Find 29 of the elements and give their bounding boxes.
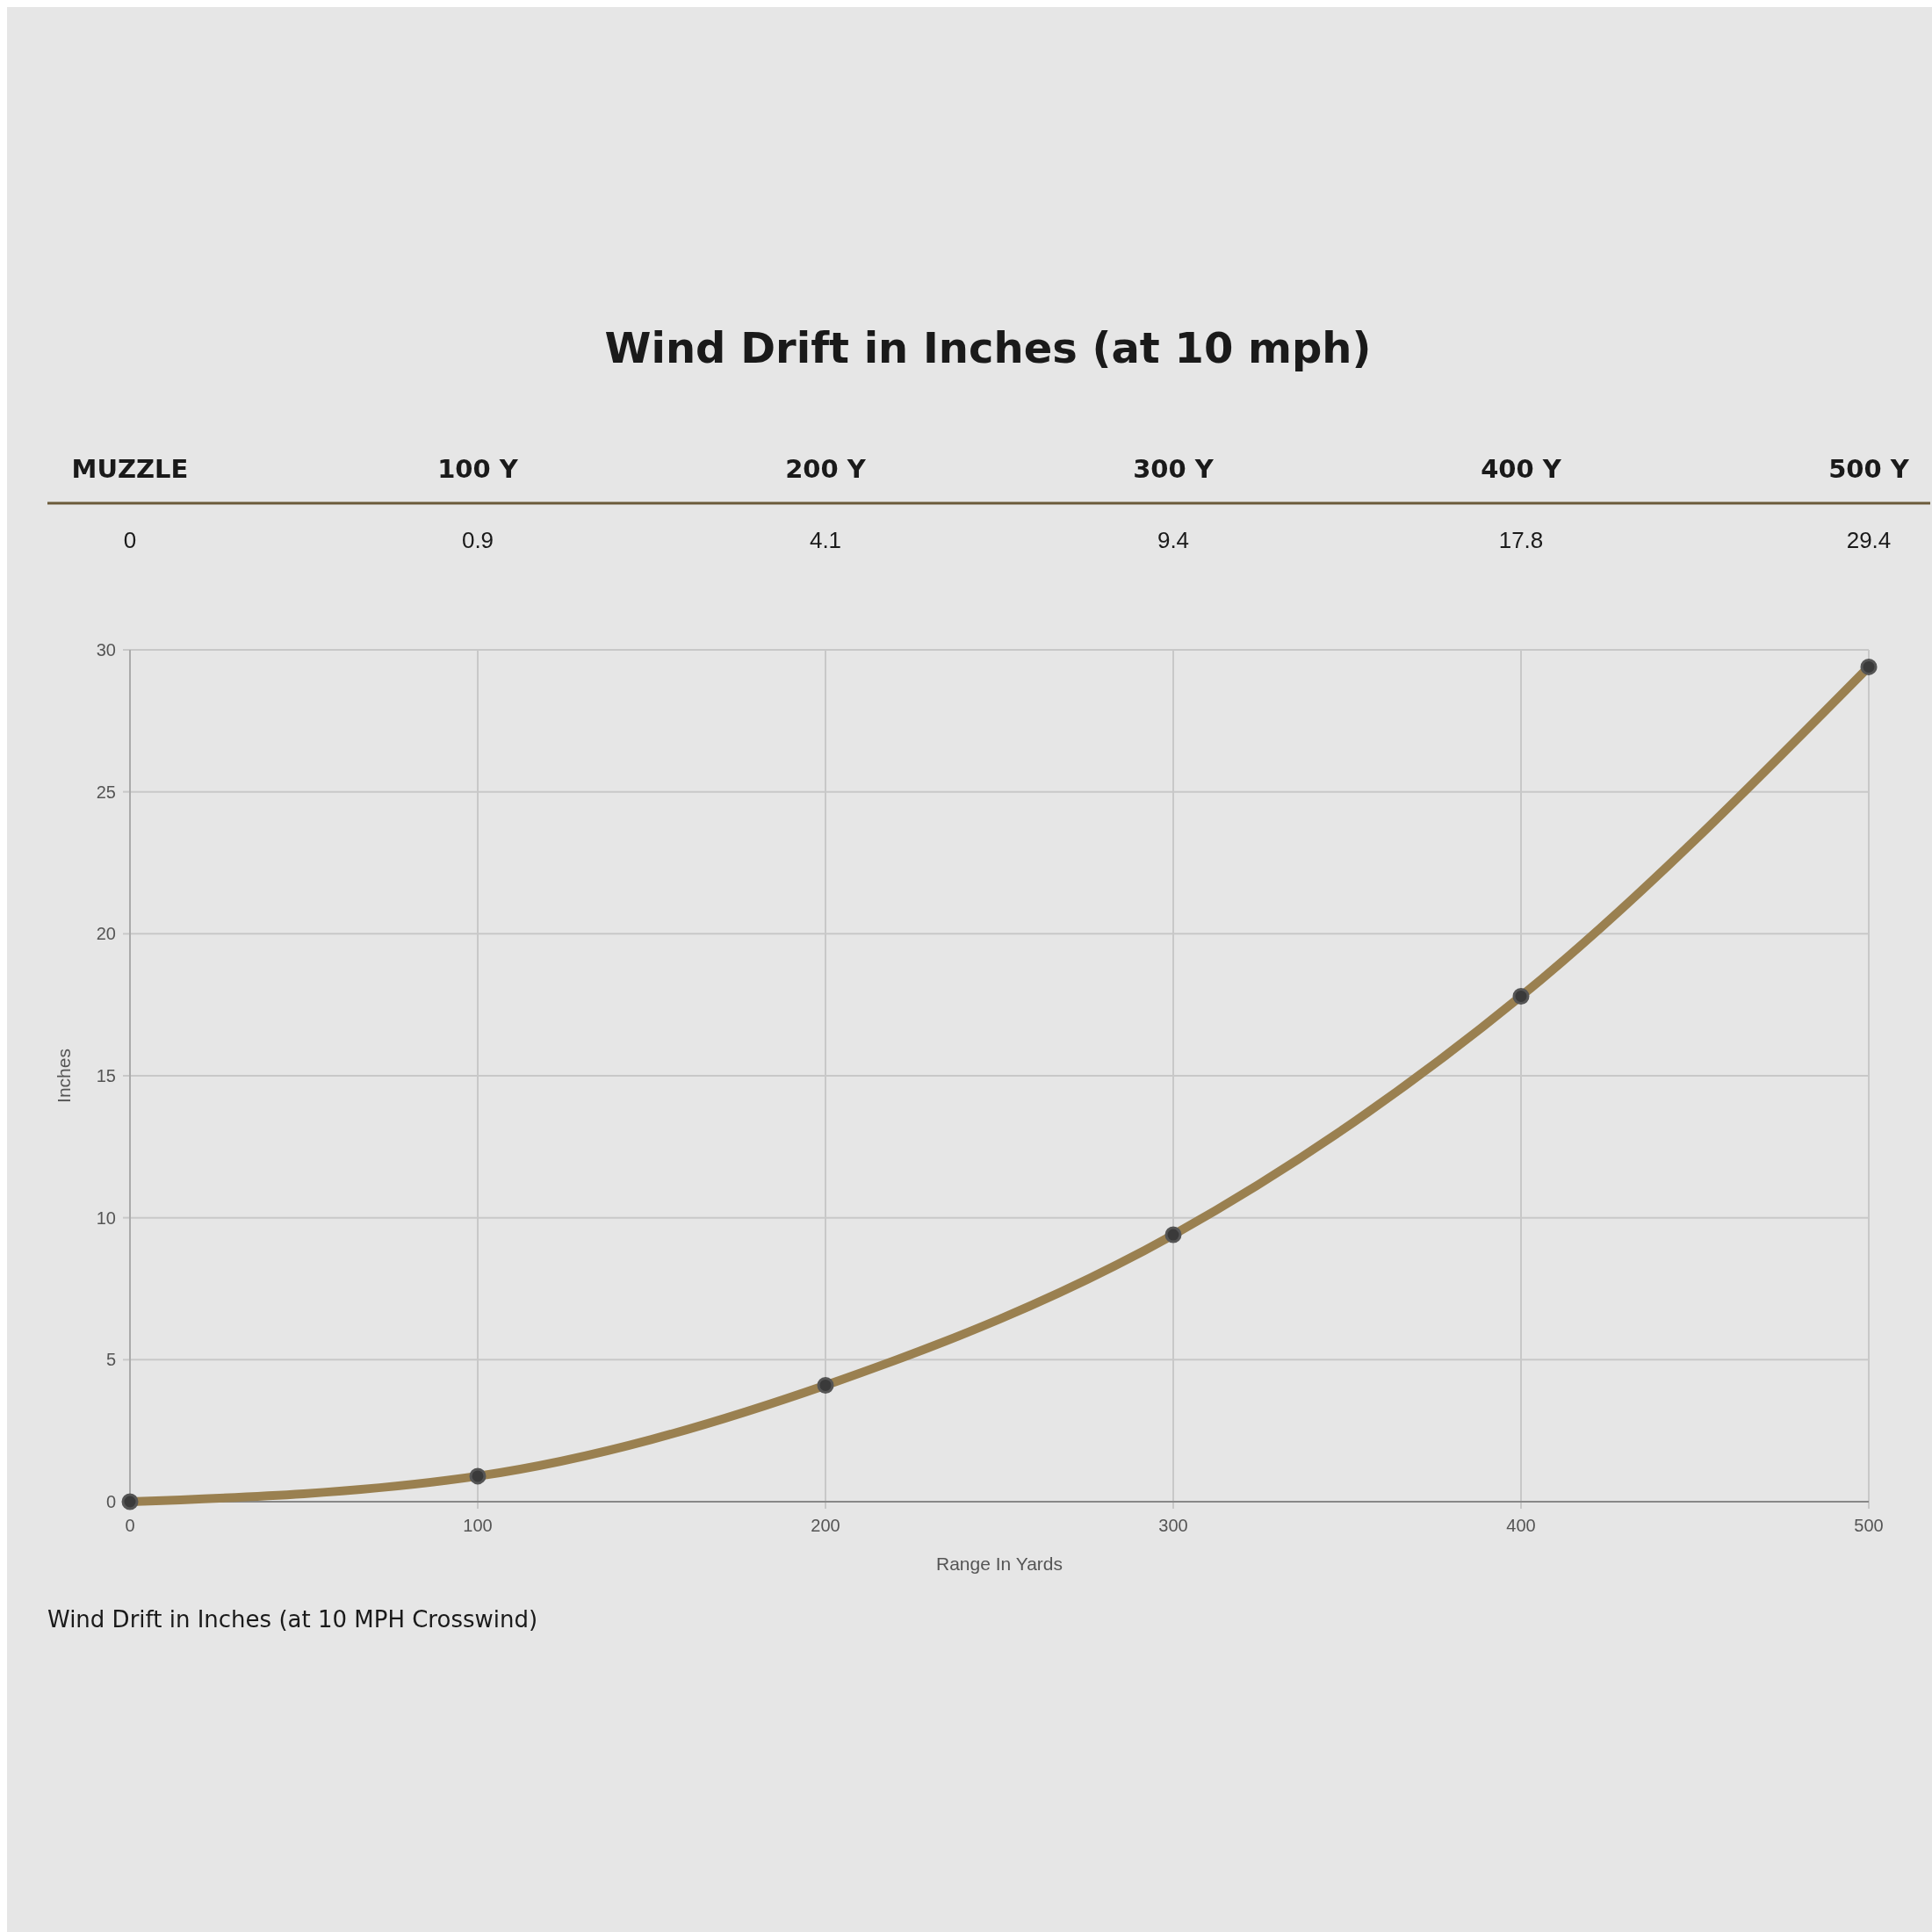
y-tick-label: 10 [96,1208,116,1228]
x2-tick-label: 300 Y [1133,454,1215,484]
y-axis-title: Inches [54,1049,74,1103]
x2-tick-label: 200 Y [785,454,867,484]
x2-tick-label: 100 Y [437,454,519,484]
text: 29.4 [1846,527,1892,553]
x-axis-title: Range In Yards [936,1554,1063,1574]
x-tick-label: 0 [125,1516,135,1535]
x-tick-label: 300 [1158,1516,1188,1535]
x-tick-label: 400 [1506,1516,1536,1535]
y-tick-label: 30 [96,640,116,660]
y-tick-label: 20 [96,924,116,944]
x2-tick-label: MUZZLE [71,454,189,484]
x-tick-label: 100 [463,1516,493,1535]
x-tick-label: 500 [1854,1516,1884,1535]
text: 17.8 [1498,527,1544,553]
y-tick-label: 25 [96,782,116,802]
text: 4.1 [809,527,842,553]
text: 0.9 [461,527,494,553]
y-tick-label: 15 [96,1066,116,1085]
text: Wind Drift in Inches (at 10 MPH Crosswind) [47,1606,538,1633]
x-tick-label: 200 [811,1516,840,1535]
y-tick-label: 0 [105,1492,116,1511]
x2-tick-label: 400 Y [1481,454,1562,484]
text: 0 [123,527,137,553]
chart-title: Wind Drift in Inches (at 10 mph) [604,323,1372,372]
y-tick-label: 5 [105,1350,116,1370]
text: 9.4 [1157,527,1190,553]
x2-tick-label: 500 Y [1828,454,1910,484]
